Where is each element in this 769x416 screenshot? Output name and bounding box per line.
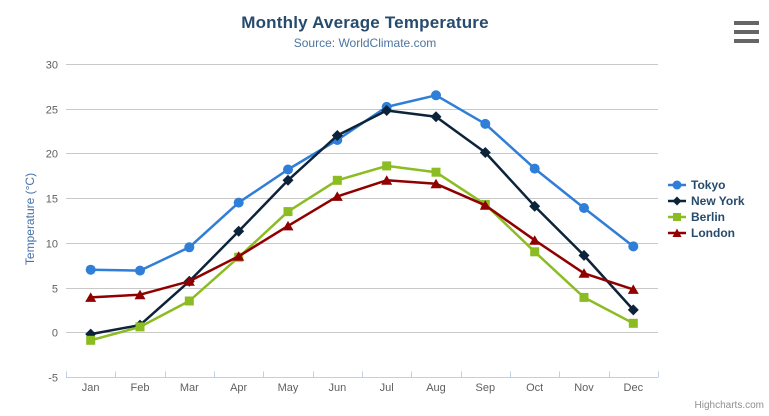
legend-item-london[interactable]: London bbox=[668, 225, 745, 241]
x-tick-label: Dec bbox=[624, 382, 644, 394]
series-point-new-york[interactable] bbox=[381, 105, 393, 116]
series-point-berlin[interactable] bbox=[135, 322, 145, 332]
y-tick-label: 30 bbox=[46, 60, 58, 72]
legend-marker-triangle-icon bbox=[668, 228, 686, 237]
series-line-tokyo[interactable] bbox=[89, 94, 635, 272]
series-point-berlin[interactable] bbox=[628, 318, 638, 328]
series-point-new-york[interactable] bbox=[479, 147, 491, 158]
x-tick-label: Jul bbox=[380, 382, 394, 394]
series-line-new-york[interactable] bbox=[89, 109, 635, 336]
series-point-london[interactable] bbox=[134, 289, 146, 300]
series-point-tokyo[interactable] bbox=[283, 164, 293, 175]
x-tick-label: May bbox=[278, 382, 299, 394]
series-point-new-york[interactable] bbox=[233, 225, 245, 237]
series-point-tokyo[interactable] bbox=[480, 118, 491, 129]
legend-label: New York bbox=[691, 194, 745, 208]
x-tick-label: Jan bbox=[82, 382, 100, 394]
series-point-tokyo[interactable] bbox=[135, 265, 145, 276]
y-tick-label: 15 bbox=[46, 194, 58, 206]
y-tick-label: 5 bbox=[52, 284, 58, 296]
series-point-berlin[interactable] bbox=[86, 335, 96, 345]
legend-marker-square-icon bbox=[668, 213, 686, 221]
x-tick-label: Oct bbox=[526, 382, 543, 394]
legend-item-new-york[interactable]: New York bbox=[668, 193, 745, 209]
x-tick-label: Mar bbox=[180, 382, 199, 394]
series-point-tokyo[interactable] bbox=[431, 90, 441, 101]
x-tick-label: Feb bbox=[131, 382, 150, 394]
x-tick-label: Aug bbox=[426, 382, 446, 394]
series-line-london[interactable] bbox=[89, 179, 635, 299]
series-line-berlin[interactable] bbox=[89, 164, 635, 342]
x-tick-label: Nov bbox=[574, 382, 594, 394]
y-tick-label: 25 bbox=[46, 105, 58, 117]
series-point-london[interactable] bbox=[479, 200, 491, 210]
series-point-london[interactable] bbox=[85, 292, 97, 302]
legend-marker-circle-icon bbox=[668, 180, 686, 190]
series-point-london[interactable] bbox=[529, 235, 541, 245]
legend-label: London bbox=[691, 226, 735, 240]
series-point-tokyo[interactable] bbox=[85, 264, 96, 275]
series-point-london[interactable] bbox=[331, 191, 343, 201]
series-point-london[interactable] bbox=[381, 175, 393, 185]
series-point-berlin[interactable] bbox=[382, 161, 392, 171]
series-point-new-york[interactable] bbox=[578, 249, 590, 261]
series-point-london[interactable] bbox=[282, 220, 294, 231]
series-point-berlin[interactable] bbox=[579, 292, 589, 302]
y-tick-label: 10 bbox=[46, 239, 58, 251]
y-tick-label: -5 bbox=[48, 373, 58, 385]
y-axis-title: Temperature (°C) bbox=[23, 172, 37, 266]
legend-marker-diamond-icon bbox=[668, 196, 686, 206]
credits-link[interactable]: Highcharts.com bbox=[694, 400, 764, 411]
legend-label: Tokyo bbox=[691, 178, 726, 192]
series-point-berlin[interactable] bbox=[332, 175, 342, 185]
series-point-new-york[interactable] bbox=[331, 130, 343, 141]
series-point-new-york[interactable] bbox=[430, 111, 442, 123]
series-point-berlin[interactable] bbox=[184, 296, 194, 306]
x-tick-label: Apr bbox=[230, 382, 247, 394]
x-tick-label: Sep bbox=[476, 382, 496, 394]
series-point-london[interactable] bbox=[627, 284, 639, 294]
series-point-new-york[interactable] bbox=[282, 174, 294, 186]
legend: Tokyo New York Berlin London bbox=[668, 177, 745, 241]
series-point-london[interactable] bbox=[233, 251, 245, 261]
series-point-tokyo[interactable] bbox=[529, 163, 540, 174]
y-tick-label: 0 bbox=[52, 328, 58, 340]
series-point-tokyo[interactable] bbox=[233, 197, 244, 208]
series-point-london[interactable] bbox=[430, 178, 442, 189]
y-tick-label: 20 bbox=[46, 149, 58, 161]
series-point-new-york[interactable] bbox=[627, 304, 639, 316]
series-point-berlin[interactable] bbox=[283, 207, 293, 217]
series-point-new-york[interactable] bbox=[529, 200, 541, 212]
series-point-berlin[interactable] bbox=[530, 247, 540, 257]
chart-title: Monthly Average Temperature bbox=[241, 13, 489, 32]
x-tick-label: Jun bbox=[328, 382, 346, 394]
series-point-berlin[interactable] bbox=[431, 167, 441, 177]
context-menu-button[interactable] bbox=[734, 20, 759, 44]
legend-item-berlin[interactable]: Berlin bbox=[668, 209, 745, 225]
series-point-tokyo[interactable] bbox=[628, 241, 639, 252]
chart-subtitle: Source: WorldClimate.com bbox=[293, 36, 437, 50]
series-point-london[interactable] bbox=[183, 276, 195, 286]
legend-item-tokyo[interactable]: Tokyo bbox=[668, 177, 745, 193]
series-point-london[interactable] bbox=[578, 268, 590, 278]
legend-label: Berlin bbox=[691, 210, 726, 224]
series-point-tokyo[interactable] bbox=[184, 242, 195, 253]
series-point-tokyo[interactable] bbox=[579, 203, 589, 213]
